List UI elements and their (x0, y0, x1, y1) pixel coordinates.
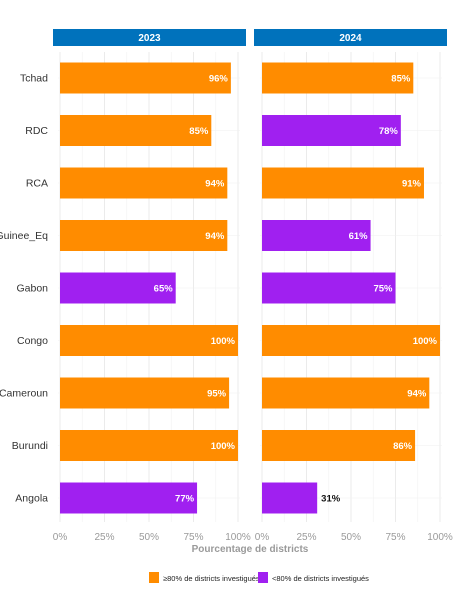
bar-value-label: 96% (209, 74, 229, 85)
x-tick-label: 0% (53, 532, 68, 543)
bar-value-label: 95% (207, 389, 227, 400)
bar-value-label: 100% (211, 441, 236, 452)
category-label: RDC (25, 125, 48, 137)
bar-value-label: 94% (407, 389, 427, 400)
category-labels: Tchad RDC RCA Guinee_Eq Gabon Congo Cameroun Bu… (0, 73, 48, 505)
bar-2024-Cameroun (262, 377, 430, 409)
category-label: RCA (26, 178, 48, 190)
x-axis-title: Pourcentage de districts (192, 544, 309, 555)
bar-2024-Tchad (262, 62, 414, 94)
bar-value-label: 31% (321, 494, 341, 505)
bar-2023-RCA (60, 167, 228, 199)
legend-swatch (258, 572, 268, 583)
facet-headers: 2023 2024 (53, 29, 447, 46)
category-label: Gabon (16, 283, 48, 295)
facet-header-2024 (254, 29, 447, 46)
x-tick-label: 50% (341, 532, 361, 543)
facet-header-label: 2023 (138, 33, 161, 44)
bar-value-label: 85% (189, 126, 209, 137)
bar-value-label: 85% (391, 74, 411, 85)
bar-value-label: 75% (373, 284, 393, 295)
category-label: Cameroun (0, 388, 48, 400)
bar-2023-Congo (60, 325, 238, 356)
legend-label: ≥80% de districts investigués (163, 574, 260, 583)
category-label: Tchad (20, 73, 48, 85)
legend-label: <80% de districts investigués (272, 574, 369, 583)
bar-value-label: 100% (413, 336, 438, 347)
category-label: Burundi (12, 440, 48, 452)
facet-header-label: 2024 (339, 33, 362, 44)
bar-2023-Angola (60, 482, 198, 514)
category-label: Congo (17, 335, 48, 347)
bar-2024-Guinee_Eq (262, 220, 371, 251)
category-label: Guinee_Eq (0, 230, 48, 242)
bar-2024-Burundi (262, 430, 416, 461)
bar-2023-Guinee_Eq (60, 220, 228, 251)
x-tick-label: 100% (225, 532, 251, 543)
bar-value-label: 65% (154, 284, 174, 295)
facet-header-2023 (53, 29, 246, 46)
category-label: Angola (15, 493, 48, 505)
x-tick-label: 25% (94, 532, 114, 543)
bar-2023-Gabon (60, 272, 176, 304)
bar-value-label: 94% (205, 179, 225, 190)
bar-2023-RDC (60, 115, 212, 146)
bar-value-label: 61% (349, 231, 369, 242)
x-tick-label: 75% (183, 532, 203, 543)
bar-2023-Burundi (60, 430, 238, 461)
bar-value-label: 77% (175, 494, 195, 505)
bar-2024-Congo (262, 325, 440, 356)
bar-value-label: 91% (402, 179, 422, 190)
x-axis-ticks: 0% 25% 50% 75% 100% 0% 25% 50% 75% 100% (53, 532, 453, 543)
legend-swatch (149, 572, 159, 583)
bar-2023-Tchad (60, 62, 231, 94)
x-tick-label: 25% (296, 532, 316, 543)
bar-2024-Angola (262, 482, 318, 514)
x-tick-label: 0% (255, 532, 270, 543)
x-tick-label: 100% (427, 532, 453, 543)
bar-value-label: 86% (393, 441, 413, 452)
bar-value-label: 78% (379, 126, 399, 137)
bars: 96% 85% 94% 94% 65% 100% 95% 100% 77% 85% 78% 91% 61… (60, 62, 440, 514)
bar-value-label: 100% (211, 336, 236, 347)
x-tick-label: 50% (139, 532, 159, 543)
bar-value-label: 94% (205, 231, 225, 242)
bar-2024-RCA (262, 167, 424, 199)
bar-2024-RDC (262, 115, 401, 146)
bar-2024-Gabon (262, 272, 396, 304)
legend: ≥80% de districts investigués <80% de dis… (149, 572, 369, 583)
bar-2023-Cameroun (60, 377, 230, 409)
x-tick-label: 75% (385, 532, 405, 543)
